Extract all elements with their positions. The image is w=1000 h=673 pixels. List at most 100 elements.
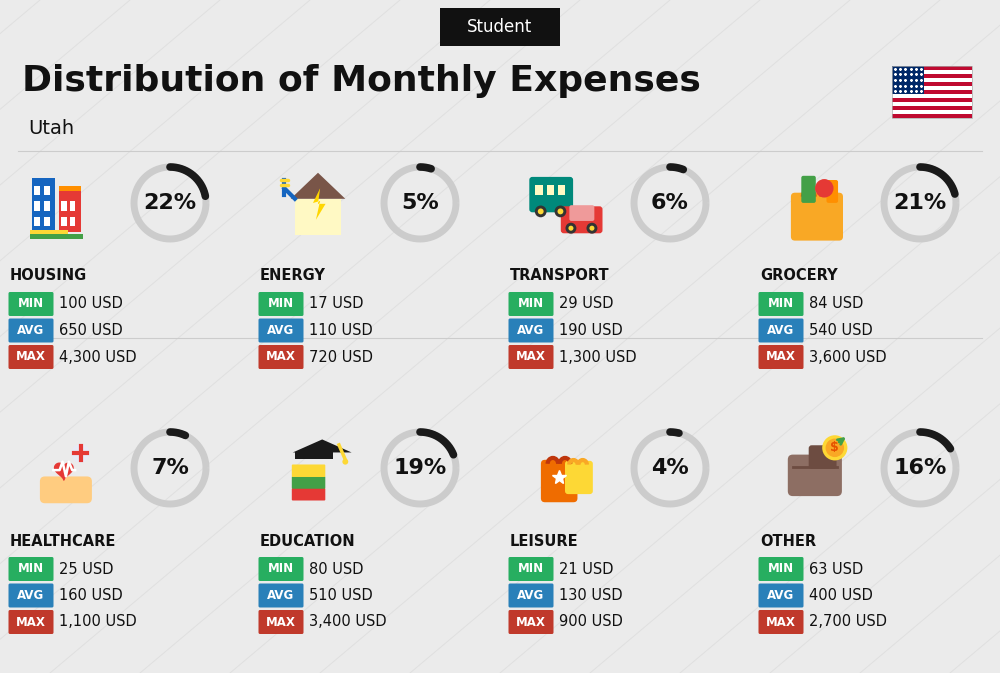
Bar <box>892 90 972 94</box>
Bar <box>892 114 972 118</box>
Bar <box>547 185 554 194</box>
Text: 510 USD: 510 USD <box>309 588 373 603</box>
Bar <box>892 74 972 78</box>
Text: 540 USD: 540 USD <box>809 323 873 338</box>
FancyBboxPatch shape <box>759 610 804 634</box>
Text: HOUSING: HOUSING <box>10 269 87 283</box>
FancyBboxPatch shape <box>258 318 304 343</box>
FancyBboxPatch shape <box>509 292 554 316</box>
Bar <box>59 186 81 191</box>
Bar <box>892 86 972 90</box>
Text: AVG: AVG <box>517 324 545 337</box>
Text: 400 USD: 400 USD <box>809 588 873 603</box>
Text: MAX: MAX <box>266 616 296 629</box>
Text: AVG: AVG <box>267 589 295 602</box>
Text: MAX: MAX <box>766 351 796 363</box>
Text: Distribution of Monthly Expenses: Distribution of Monthly Expenses <box>22 64 701 98</box>
Text: Student: Student <box>467 18 533 36</box>
Text: 160 USD: 160 USD <box>59 588 123 603</box>
Text: MAX: MAX <box>16 616 46 629</box>
Bar <box>535 185 543 194</box>
Text: AVG: AVG <box>17 589 45 602</box>
FancyBboxPatch shape <box>561 207 602 234</box>
Text: OTHER: OTHER <box>760 534 816 548</box>
FancyBboxPatch shape <box>809 446 837 469</box>
Text: GROCERY: GROCERY <box>760 269 838 283</box>
FancyBboxPatch shape <box>541 460 577 502</box>
Text: 3,600 USD: 3,600 USD <box>809 349 887 365</box>
Bar <box>892 106 972 110</box>
Bar <box>44 217 50 226</box>
Bar <box>44 201 50 211</box>
Text: 3,400 USD: 3,400 USD <box>309 614 387 629</box>
Bar <box>892 110 972 114</box>
FancyBboxPatch shape <box>258 292 304 316</box>
FancyBboxPatch shape <box>258 610 304 634</box>
Text: 29 USD: 29 USD <box>559 297 614 312</box>
Text: MIN: MIN <box>268 297 294 310</box>
Bar <box>44 186 50 195</box>
Text: 22%: 22% <box>143 193 197 213</box>
Circle shape <box>815 179 834 198</box>
Text: 21%: 21% <box>893 193 947 213</box>
Bar <box>892 102 972 106</box>
Bar <box>892 70 972 74</box>
Circle shape <box>586 223 597 234</box>
Text: 130 USD: 130 USD <box>559 588 623 603</box>
Polygon shape <box>291 173 345 199</box>
Text: 17 USD: 17 USD <box>309 297 364 312</box>
Bar <box>892 82 972 86</box>
Text: EDUCATION: EDUCATION <box>260 534 356 548</box>
Text: 80 USD: 80 USD <box>309 561 364 577</box>
FancyBboxPatch shape <box>791 192 843 241</box>
Bar <box>34 217 40 226</box>
Bar <box>61 217 67 226</box>
Text: AVG: AVG <box>767 324 795 337</box>
Text: 25 USD: 25 USD <box>59 561 113 577</box>
Text: 190 USD: 190 USD <box>559 323 623 338</box>
FancyBboxPatch shape <box>565 461 593 494</box>
Text: HEALTHCARE: HEALTHCARE <box>10 534 116 548</box>
Text: MIN: MIN <box>18 563 44 575</box>
FancyBboxPatch shape <box>8 318 53 343</box>
FancyBboxPatch shape <box>509 345 554 369</box>
FancyBboxPatch shape <box>258 345 304 369</box>
Text: LEISURE: LEISURE <box>510 534 579 548</box>
Bar <box>892 98 972 102</box>
Text: 110 USD: 110 USD <box>309 323 373 338</box>
Text: 900 USD: 900 USD <box>559 614 623 629</box>
Text: 4%: 4% <box>651 458 689 478</box>
FancyBboxPatch shape <box>509 610 554 634</box>
Polygon shape <box>55 463 73 480</box>
Bar <box>295 452 333 459</box>
Text: 84 USD: 84 USD <box>809 297 863 312</box>
FancyBboxPatch shape <box>8 610 53 634</box>
Text: 1,100 USD: 1,100 USD <box>59 614 137 629</box>
Text: 100 USD: 100 USD <box>59 297 123 312</box>
Bar <box>892 66 924 94</box>
Text: TRANSPORT: TRANSPORT <box>510 269 610 283</box>
Bar <box>70 217 75 226</box>
FancyBboxPatch shape <box>826 180 838 203</box>
Bar <box>295 199 341 234</box>
Text: AVG: AVG <box>17 324 45 337</box>
FancyBboxPatch shape <box>8 557 53 581</box>
Text: MIN: MIN <box>518 563 544 575</box>
Text: MAX: MAX <box>16 351 46 363</box>
Circle shape <box>558 209 563 214</box>
Circle shape <box>342 459 348 464</box>
Bar <box>59 190 81 232</box>
Text: MAX: MAX <box>516 351 546 363</box>
Text: 1,300 USD: 1,300 USD <box>559 349 637 365</box>
Circle shape <box>565 223 576 234</box>
FancyBboxPatch shape <box>258 557 304 581</box>
FancyBboxPatch shape <box>788 454 842 496</box>
Text: MIN: MIN <box>518 297 544 310</box>
Bar <box>892 94 972 98</box>
Text: 19%: 19% <box>393 458 447 478</box>
FancyBboxPatch shape <box>509 557 554 581</box>
Bar <box>892 78 972 82</box>
Circle shape <box>822 435 847 460</box>
Bar <box>30 230 68 236</box>
Circle shape <box>538 209 544 214</box>
